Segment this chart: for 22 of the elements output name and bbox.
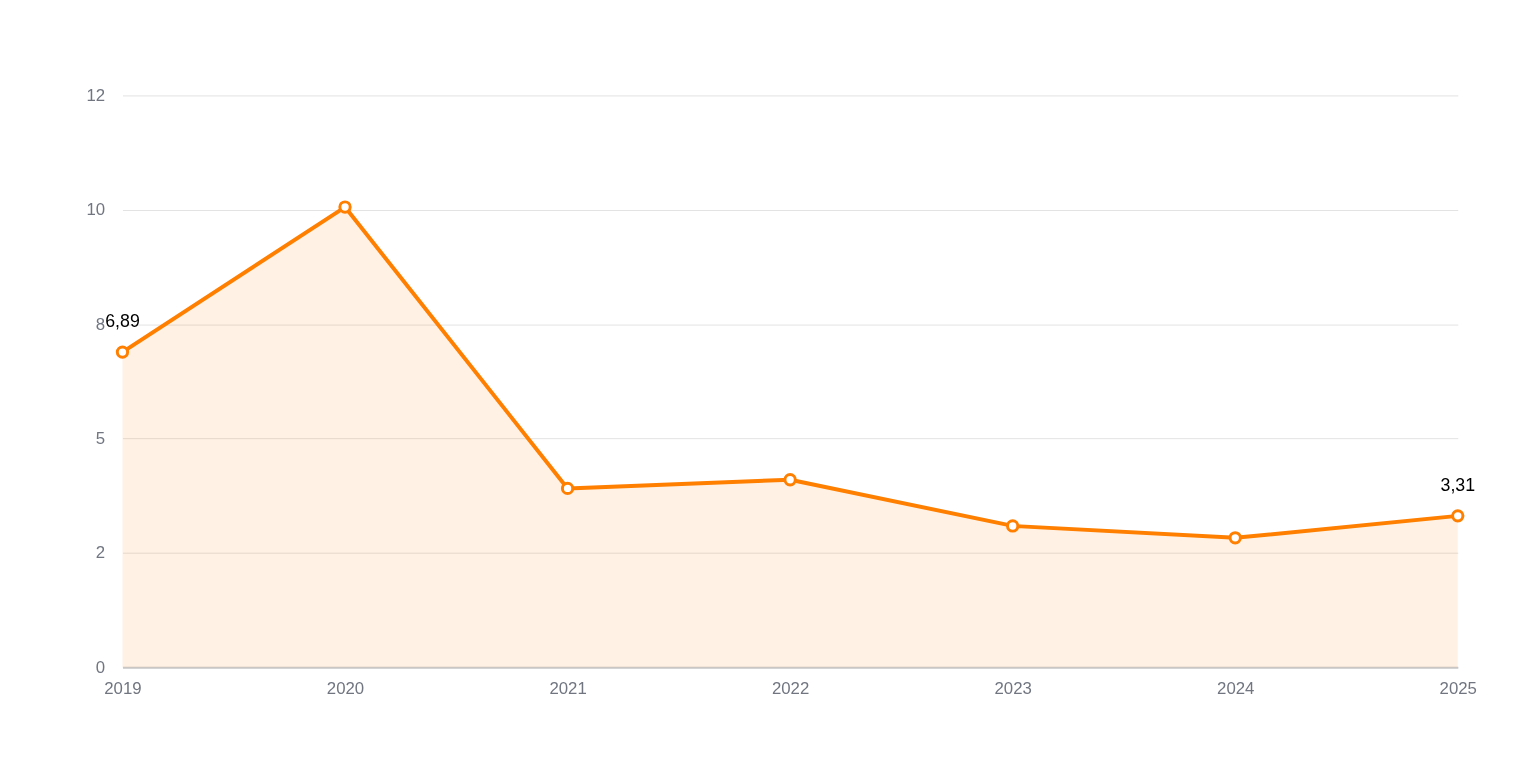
x-tick-label: 2019 (104, 679, 142, 699)
x-tick-label: 2024 (1217, 679, 1255, 699)
point (560, 481, 575, 496)
y-tick-label: 10 (86, 200, 106, 220)
x-tick-label: 2021 (549, 679, 587, 699)
data-label: 6,89 (105, 311, 140, 332)
y-tick-label: 2 (95, 543, 106, 563)
y-tick-label: 12 (86, 85, 106, 105)
x-tick-label: 2022 (771, 679, 810, 699)
point (115, 345, 130, 359)
data-label: 3,31 (1440, 475, 1476, 496)
x-tick-label: 2025 (1439, 679, 1477, 699)
x-tick-label: 2020 (326, 679, 365, 699)
y-tick-label: 5 (95, 428, 106, 448)
point (783, 473, 797, 487)
point (338, 200, 352, 214)
x-tick-label: 2023 (994, 679, 1032, 699)
point (1228, 531, 1242, 545)
point (1451, 509, 1465, 523)
y-tick-label: 0 (95, 657, 106, 677)
y-tick-label: 8 (95, 314, 106, 334)
point (1006, 519, 1020, 533)
